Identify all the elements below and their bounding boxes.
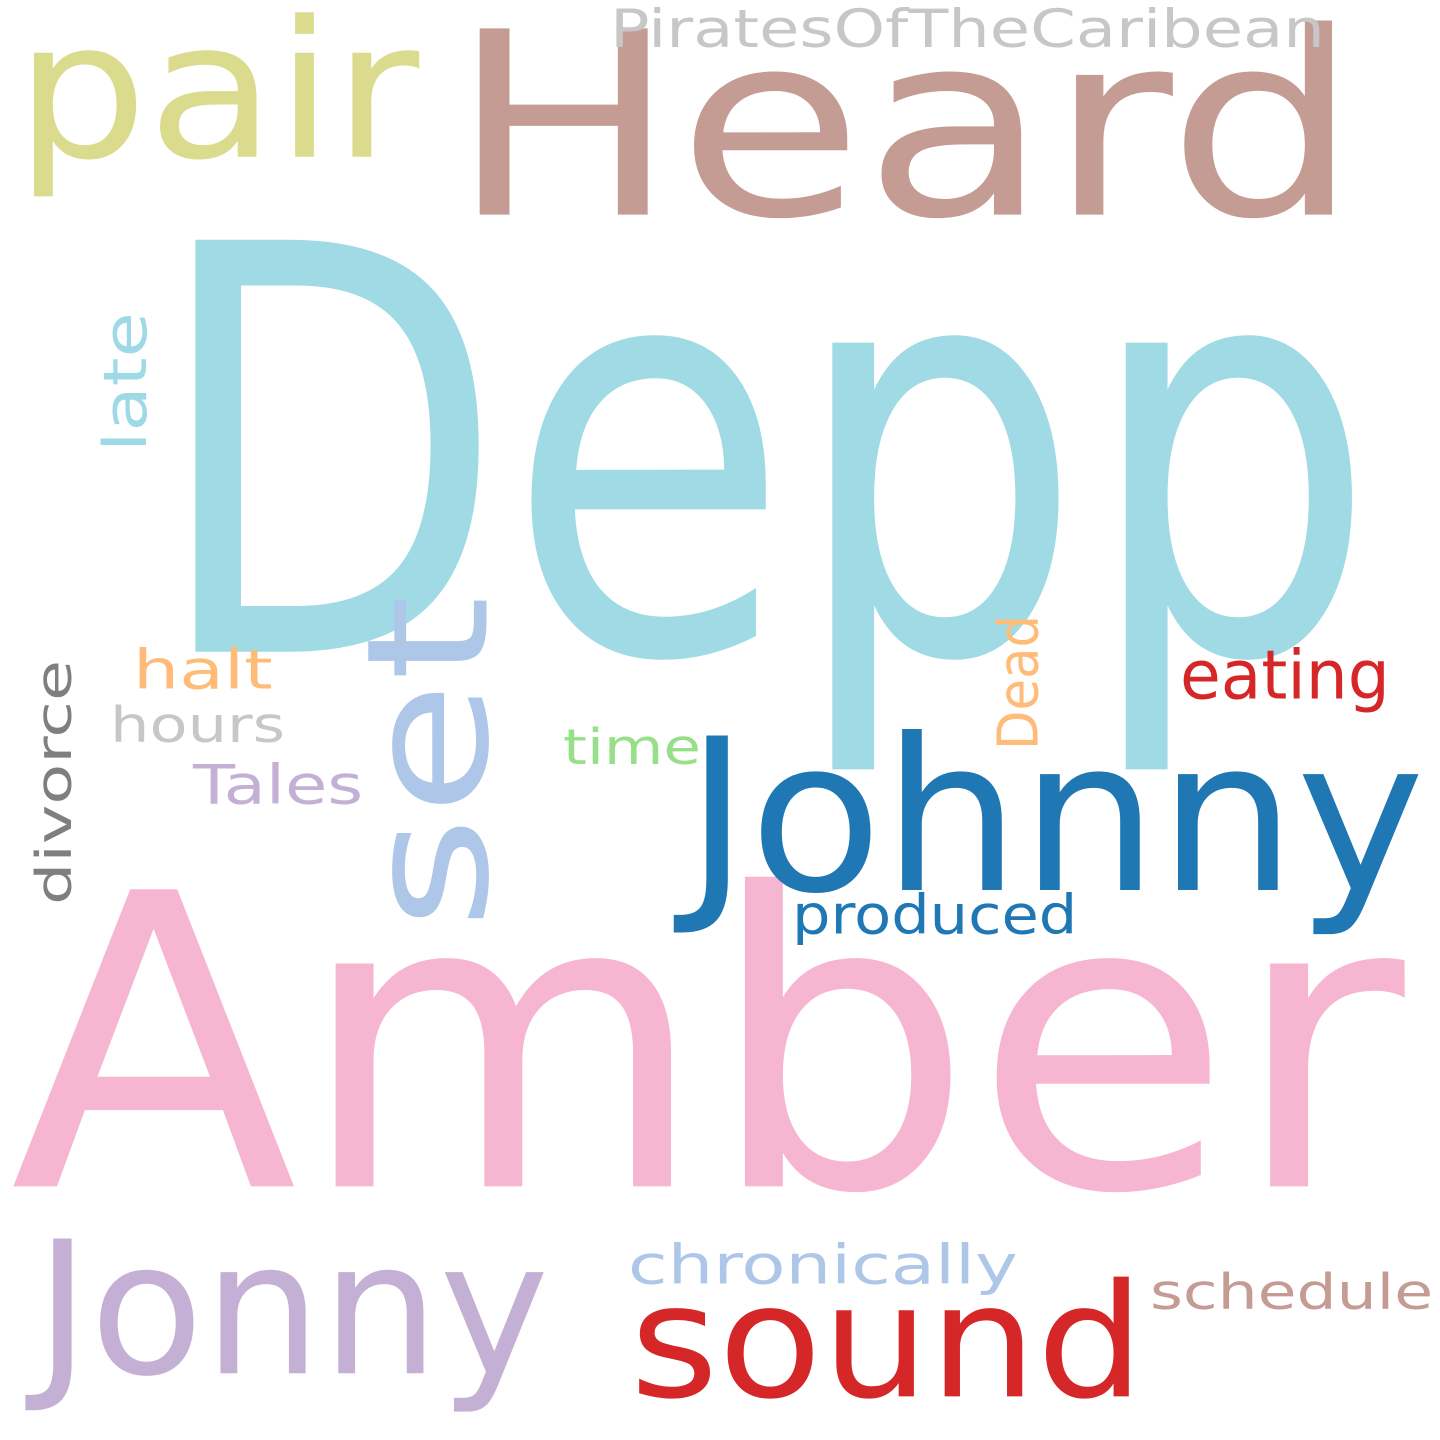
- word-johnny: Johnny: [685, 692, 1425, 941]
- word-tales: Tales: [193, 752, 364, 817]
- word-amber: Amber: [10, 807, 1405, 1284]
- word-hours: hours: [110, 696, 286, 754]
- word-divorce: divorce: [25, 659, 83, 905]
- word-sound: sound: [630, 1249, 1145, 1434]
- word-halt: halt: [133, 637, 273, 702]
- word-pair: pair: [15, 0, 420, 203]
- word-dead: Dead: [984, 614, 1052, 750]
- word-heard: Heard: [450, 0, 1360, 276]
- word-produced: produced: [792, 882, 1078, 947]
- word-schedule: schedule: [1150, 1263, 1434, 1321]
- word-pirates-of-the-caribean: PiratesOfTheCaribean: [610, 0, 1325, 60]
- word-jonny: Jonny: [35, 1200, 550, 1418]
- word-set: set: [329, 595, 527, 930]
- word-late: late: [90, 312, 161, 452]
- word-depp: Depp: [150, 126, 1378, 788]
- word-eating: eating: [1180, 636, 1390, 716]
- word-time: time: [563, 718, 701, 776]
- word-chronically: chronically: [628, 1232, 1018, 1297]
